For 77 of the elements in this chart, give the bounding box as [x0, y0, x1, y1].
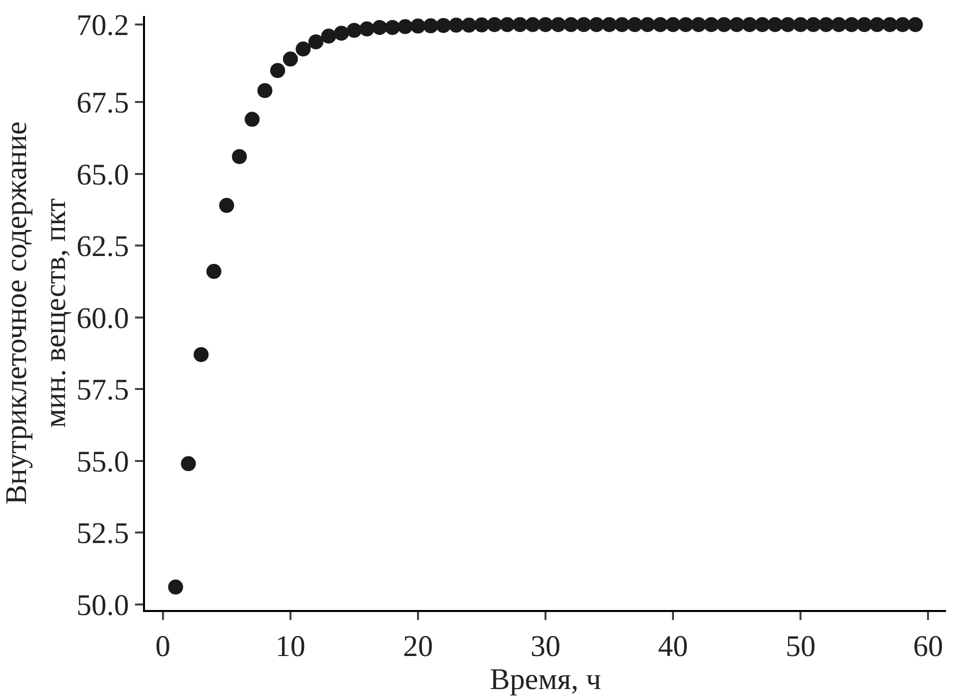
point	[856, 17, 872, 32]
y-tick-label: 57.5	[76, 374, 129, 407]
point	[908, 17, 923, 32]
point	[436, 18, 451, 33]
point	[754, 17, 770, 32]
point	[206, 264, 222, 279]
point	[678, 17, 694, 32]
point	[282, 52, 298, 67]
point	[168, 580, 184, 595]
point	[704, 17, 719, 32]
point	[232, 149, 247, 164]
point	[716, 17, 732, 32]
y-tick-label: 62.5	[76, 230, 129, 264]
point	[398, 19, 413, 34]
point	[602, 17, 617, 32]
point	[844, 17, 860, 32]
point	[768, 17, 783, 32]
y-axis-title: Внутриклеточное содержание мин. веществ, пкт	[0, 121, 72, 505]
x-tick-label: 40	[658, 630, 688, 663]
point	[742, 17, 758, 32]
point	[180, 456, 196, 472]
y-tick-label: 67.5	[76, 86, 129, 120]
y-tick-label: 55.0	[76, 445, 129, 478]
point	[474, 17, 490, 32]
y-tick-label: 70.2	[76, 9, 129, 42]
y-tick-label: 52.5	[76, 517, 129, 550]
point	[525, 17, 540, 32]
y-tick-label: 50.0	[76, 588, 129, 622]
point	[486, 17, 502, 32]
point	[589, 17, 604, 32]
x-tick-label: 0	[155, 630, 170, 663]
point	[538, 17, 553, 32]
point	[500, 17, 515, 32]
x-tick-label: 60	[913, 630, 944, 663]
point	[321, 28, 336, 44]
point	[308, 34, 324, 50]
point	[780, 17, 796, 32]
point	[257, 83, 272, 98]
point	[194, 347, 209, 362]
point	[652, 17, 668, 32]
point	[359, 21, 374, 36]
point	[384, 20, 400, 35]
point	[614, 17, 630, 32]
point	[564, 17, 579, 32]
point	[729, 17, 744, 32]
point	[666, 17, 681, 32]
point	[461, 18, 476, 33]
point	[448, 18, 464, 33]
point	[270, 63, 286, 78]
point	[831, 17, 846, 32]
point	[219, 198, 234, 213]
point	[691, 17, 706, 32]
point	[895, 17, 910, 32]
point	[576, 17, 592, 32]
x-tick-label: 50	[786, 630, 816, 663]
point	[372, 20, 388, 35]
point	[818, 17, 834, 32]
point	[423, 18, 438, 34]
point	[346, 22, 362, 38]
point	[640, 17, 656, 32]
point	[870, 17, 885, 32]
point	[550, 17, 566, 32]
point	[882, 17, 898, 32]
x-tick-label: 30	[530, 630, 560, 663]
point	[806, 17, 821, 32]
point	[793, 17, 808, 32]
point	[627, 17, 642, 32]
x-tick-label: 10	[275, 630, 306, 663]
y-tick-label: 60.0	[76, 302, 129, 335]
point	[244, 112, 260, 127]
x-axis-title: Время, ч	[490, 663, 602, 696]
point	[512, 17, 528, 32]
y-tick-label: 65.0	[76, 158, 129, 192]
point	[296, 42, 311, 56]
x-tick-label: 20	[402, 630, 433, 663]
point	[334, 26, 349, 41]
point	[410, 18, 426, 34]
